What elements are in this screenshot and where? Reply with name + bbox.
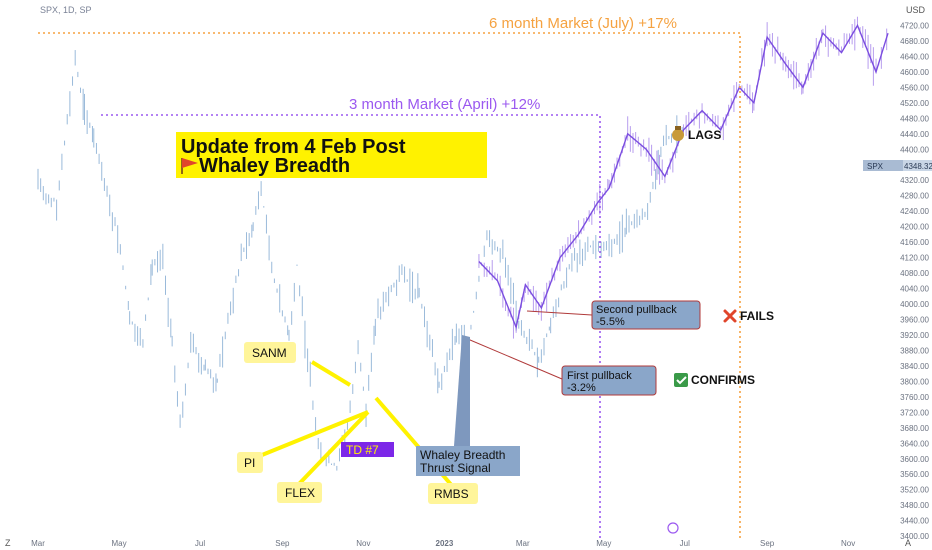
title-line-2: Whaley Breadth (199, 155, 350, 177)
second-pullback-line-1: Second pullback (596, 304, 677, 316)
first-pullback-line-2: -3.2% (567, 382, 596, 394)
second-pullback-line-2: -5.5% (596, 316, 625, 328)
auto-scale-button[interactable]: A (905, 538, 911, 548)
event-icon[interactable] (667, 522, 679, 534)
first-pullback-pointer (462, 336, 563, 380)
y-tick-label: 3600.00 (900, 455, 929, 464)
x-tick-label: May (111, 539, 126, 548)
y-tick-label: 4160.00 (900, 238, 929, 247)
y-tick-label: 4640.00 (900, 52, 929, 61)
pi-label: PI (244, 456, 255, 470)
axis-layer: 4720.00 4680.00 4640.00 4600.00 4560.00 4520.… (31, 21, 929, 548)
lags-label: LAGS (688, 128, 721, 142)
whaley-box (416, 446, 520, 476)
x-tick-label: Sep (275, 539, 290, 548)
td-badge (341, 442, 394, 457)
first-pullback-line-1: First pullback (567, 370, 632, 382)
y-tick-label: 3560.00 (900, 470, 929, 479)
td-label: TD #7 (346, 443, 379, 457)
x-tick-label: 2023 (436, 539, 454, 548)
red-x-icon (723, 309, 737, 323)
last-price-value: 4348.32 (904, 162, 932, 171)
y-tick-label: 4280.00 (900, 192, 929, 201)
sanm-box (244, 342, 296, 363)
y-tick-label: 3640.00 (900, 439, 929, 448)
y-tick-label: 3440.00 (900, 517, 929, 526)
second-pullback-pointer (526, 310, 593, 316)
y-tick-label: 3960.00 (900, 315, 929, 324)
last-price-symbol-tag (863, 160, 903, 171)
axis-unit: USD (906, 5, 926, 15)
y-tick-label: 4080.00 (900, 269, 929, 278)
y-tick-label: 4240.00 (900, 207, 929, 216)
y-tick-label: 4040.00 (900, 285, 929, 294)
y-tick-label: 4400.00 (900, 145, 929, 154)
y-tick-label: 4600.00 (900, 68, 929, 77)
y-tick-label: 4200.00 (900, 223, 929, 232)
y-tick-label: 4440.00 (900, 130, 929, 139)
rmbs-box (428, 483, 478, 504)
pi-box (237, 452, 263, 473)
title-box (176, 132, 487, 178)
whaley-pointer (454, 335, 470, 446)
last-price-symbol: SPX (867, 162, 884, 171)
x-tick-label: May (596, 539, 611, 548)
flex-label: FLEX (285, 486, 315, 500)
y-tick-label: 3800.00 (900, 377, 929, 386)
x-tick-label: Jul (195, 539, 205, 548)
y-tick-label: 3680.00 (900, 424, 929, 433)
y-tick-label: 4520.00 (900, 99, 929, 108)
y-tick-label: 3760.00 (900, 393, 929, 402)
y-tick-label: 4560.00 (900, 83, 929, 92)
y-tick-label: 3840.00 (900, 362, 929, 371)
flag-icon (181, 158, 198, 174)
x-tick-label: Mar (31, 539, 45, 548)
timezone-button[interactable]: Z (5, 538, 11, 548)
x-tick-label: Mar (516, 539, 530, 548)
three-month-label: 3 month Market (April) +12% (349, 96, 540, 113)
y-tick-label: 4320.00 (900, 176, 929, 185)
y-tick-label: 4480.00 (900, 114, 929, 123)
flex-box (277, 482, 322, 503)
y-tick-label: 4120.00 (900, 254, 929, 263)
x-tick-label: Jul (680, 539, 690, 548)
projection-line (478, 23, 889, 330)
money-bag-icon (672, 126, 684, 141)
y-tick-label: 4680.00 (900, 37, 929, 46)
last-price-tag (903, 160, 932, 171)
y-tick-label: 3480.00 (900, 501, 929, 510)
y-tick-label: 3880.00 (900, 346, 929, 355)
y-tick-label: 4720.00 (900, 21, 929, 30)
three-month-guide (101, 114, 601, 540)
y-tick-label: 3400.00 (900, 532, 929, 541)
confirms-label: CONFIRMS (691, 373, 755, 387)
symbol-header: SPX, 1D, SP (40, 5, 92, 15)
y-tick-label: 3520.00 (900, 486, 929, 495)
x-tick-label: Nov (841, 539, 855, 548)
x-tick-label: Sep (760, 539, 775, 548)
y-tick-label: 4000.00 (900, 300, 929, 309)
green-check-icon (674, 373, 688, 387)
y-tick-label: 3720.00 (900, 408, 929, 417)
x-tick-label: Nov (356, 539, 370, 548)
y-tick-label: 3920.00 (900, 331, 929, 340)
whaley-line-2: Thrust Signal (420, 461, 491, 475)
six-month-label: 6 month Market (July) +17% (489, 15, 677, 32)
second-pullback-box (591, 300, 701, 330)
title-line-1: Update from 4 Feb Post (181, 136, 406, 158)
six-month-guide (38, 32, 741, 540)
rmbs-label: RMBS (434, 487, 469, 501)
fails-label: FAILS (740, 309, 774, 323)
sanm-label: SANM (252, 346, 287, 360)
first-pullback-box (561, 365, 657, 396)
whaley-line-1: Whaley Breadth (420, 448, 505, 462)
